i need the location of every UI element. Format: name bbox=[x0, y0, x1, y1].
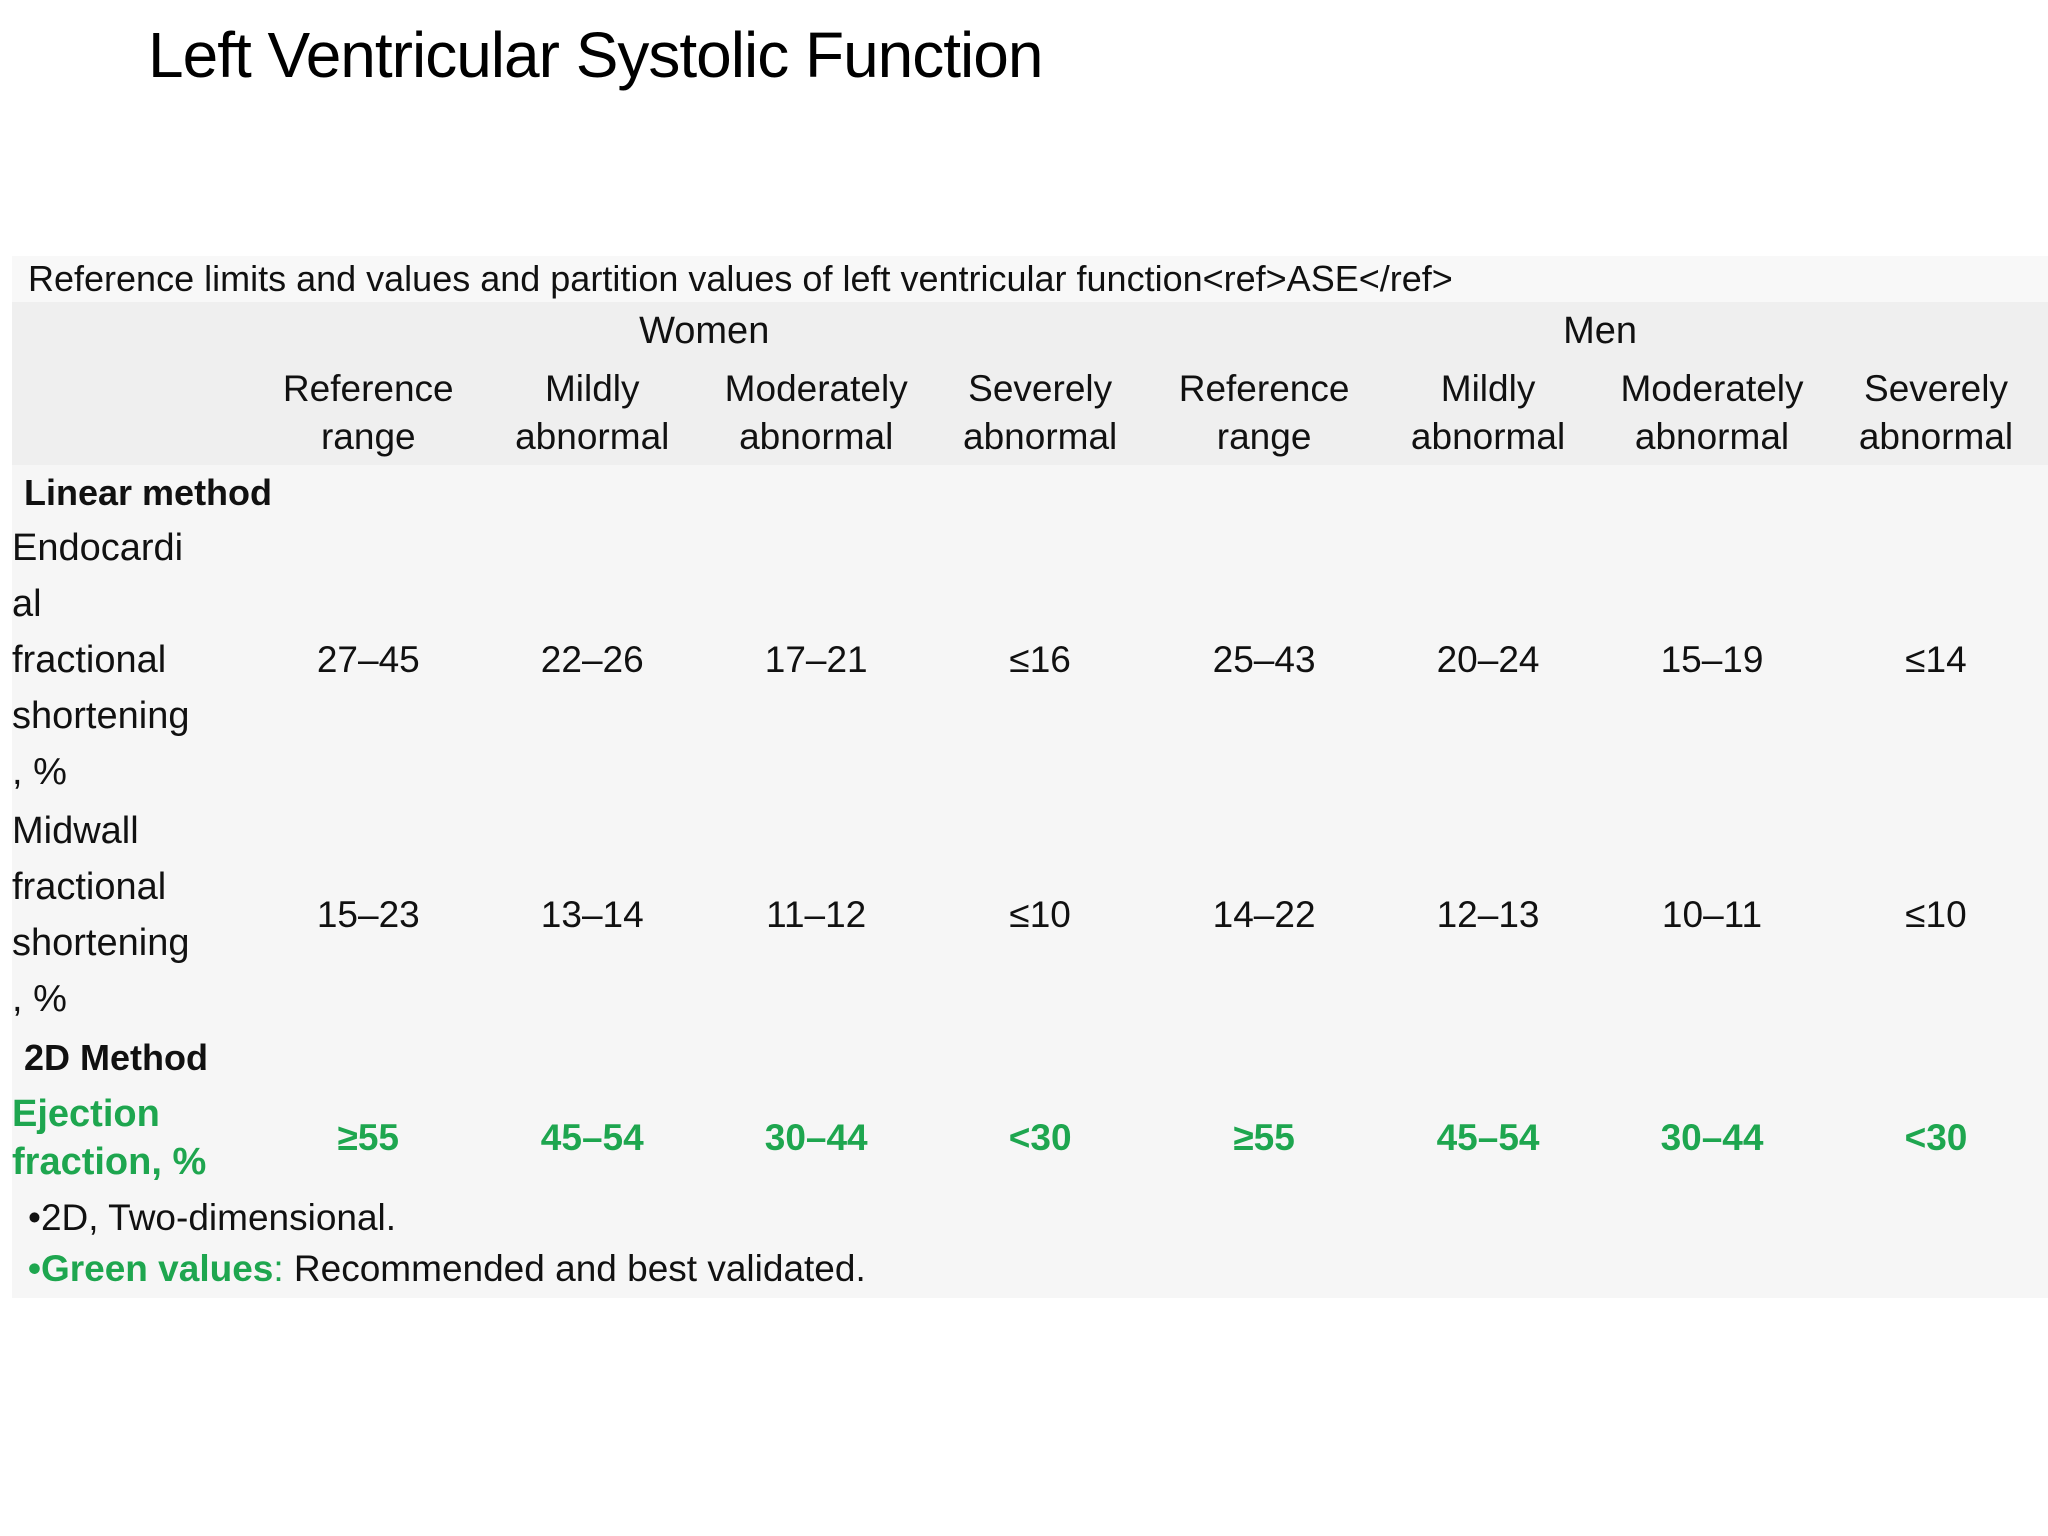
row-label: Endocardi al fractional shortening , % bbox=[12, 520, 257, 800]
table-cell: ≤14 bbox=[1823, 520, 2048, 800]
section-row-2d-method: 2D Method bbox=[12, 1030, 2048, 1085]
table-cell: 45–54 bbox=[1376, 1085, 1601, 1190]
table-cell: 10–11 bbox=[1600, 800, 1824, 1030]
reference-table-container: Reference limits and values and partitio… bbox=[12, 256, 2048, 1298]
section-label: 2D Method bbox=[12, 1030, 2048, 1085]
table-cell: 15–23 bbox=[256, 800, 481, 1030]
table-cell: 27–45 bbox=[256, 520, 481, 800]
table-cell: ≥55 bbox=[256, 1085, 481, 1190]
table-cell: ≥55 bbox=[1152, 1085, 1377, 1190]
table-cell: ≤16 bbox=[928, 520, 1153, 800]
footnote-green-colon: : bbox=[273, 1248, 284, 1289]
table-cell: 25–43 bbox=[1152, 520, 1377, 800]
table-cell: 17–21 bbox=[704, 520, 929, 800]
table-row-midwall-fractional-shortening: Midwall fractional shortening , % 15–23 … bbox=[12, 800, 2048, 1030]
table-row-ejection-fraction: Ejection fraction, % ≥55 45–54 30–44 <30… bbox=[12, 1085, 2048, 1190]
page-title: Left Ventricular Systolic Function bbox=[148, 19, 1043, 91]
col-header-women-moderately-abnormal: Moderately abnormal bbox=[704, 360, 929, 465]
table-cell: <30 bbox=[928, 1085, 1153, 1190]
table-cell: <30 bbox=[1823, 1085, 2048, 1190]
group-header-row: Women Men bbox=[12, 302, 2048, 360]
table-cell: 12–13 bbox=[1376, 800, 1601, 1030]
col-header-women-severely-abnormal: Severely abnormal bbox=[928, 360, 1153, 465]
footnote-green-values: •Green values: Recommended and best vali… bbox=[28, 1243, 2048, 1294]
table-cell: 30–44 bbox=[704, 1085, 929, 1190]
table-caption: Reference limits and values and partitio… bbox=[12, 256, 2048, 302]
footnote-green-text: Recommended and best validated. bbox=[283, 1248, 866, 1289]
corner-cell bbox=[12, 302, 257, 360]
table-cell: 11–12 bbox=[704, 800, 929, 1030]
col-header-women-reference-range: Reference range bbox=[256, 360, 481, 465]
col-header-men-severely-abnormal: Severely abnormal bbox=[1823, 360, 2048, 465]
table-cell: ≤10 bbox=[928, 800, 1153, 1030]
corner-cell bbox=[12, 360, 257, 465]
table-footnotes: •2D, Two-dimensional. •Green values: Rec… bbox=[12, 1190, 2048, 1298]
row-label: Midwall fractional shortening , % bbox=[12, 800, 257, 1030]
table-cell: 15–19 bbox=[1600, 520, 1824, 800]
col-header-men-mildly-abnormal: Mildly abnormal bbox=[1376, 360, 1601, 465]
section-row-linear-method: Linear method bbox=[12, 465, 2048, 520]
column-header-row: Reference range Mildly abnormal Moderate… bbox=[12, 360, 2048, 465]
footnote-2d: •2D, Two-dimensional. bbox=[28, 1197, 397, 1238]
footnote-green-term: •Green values bbox=[28, 1248, 274, 1289]
group-header-men: Men bbox=[1152, 302, 2048, 360]
table-cell: 14–22 bbox=[1152, 800, 1377, 1030]
col-header-men-moderately-abnormal: Moderately abnormal bbox=[1600, 360, 1824, 465]
table-cell: 45–54 bbox=[480, 1085, 705, 1190]
section-label: Linear method bbox=[12, 465, 2048, 520]
col-header-men-reference-range: Reference range bbox=[1152, 360, 1377, 465]
reference-table: Women Men Reference range Mildly abnorma… bbox=[12, 302, 2048, 1190]
table-cell: ≤10 bbox=[1823, 800, 2048, 1030]
group-header-women: Women bbox=[256, 302, 1153, 360]
table-cell: 22–26 bbox=[480, 520, 705, 800]
table-cell: 20–24 bbox=[1376, 520, 1601, 800]
row-label: Ejection fraction, % bbox=[12, 1085, 257, 1190]
col-header-women-mildly-abnormal: Mildly abnormal bbox=[480, 360, 705, 465]
table-cell: 13–14 bbox=[480, 800, 705, 1030]
table-row-endocardial-fractional-shortening: Endocardi al fractional shortening , % 2… bbox=[12, 520, 2048, 800]
table-cell: 30–44 bbox=[1600, 1085, 1824, 1190]
